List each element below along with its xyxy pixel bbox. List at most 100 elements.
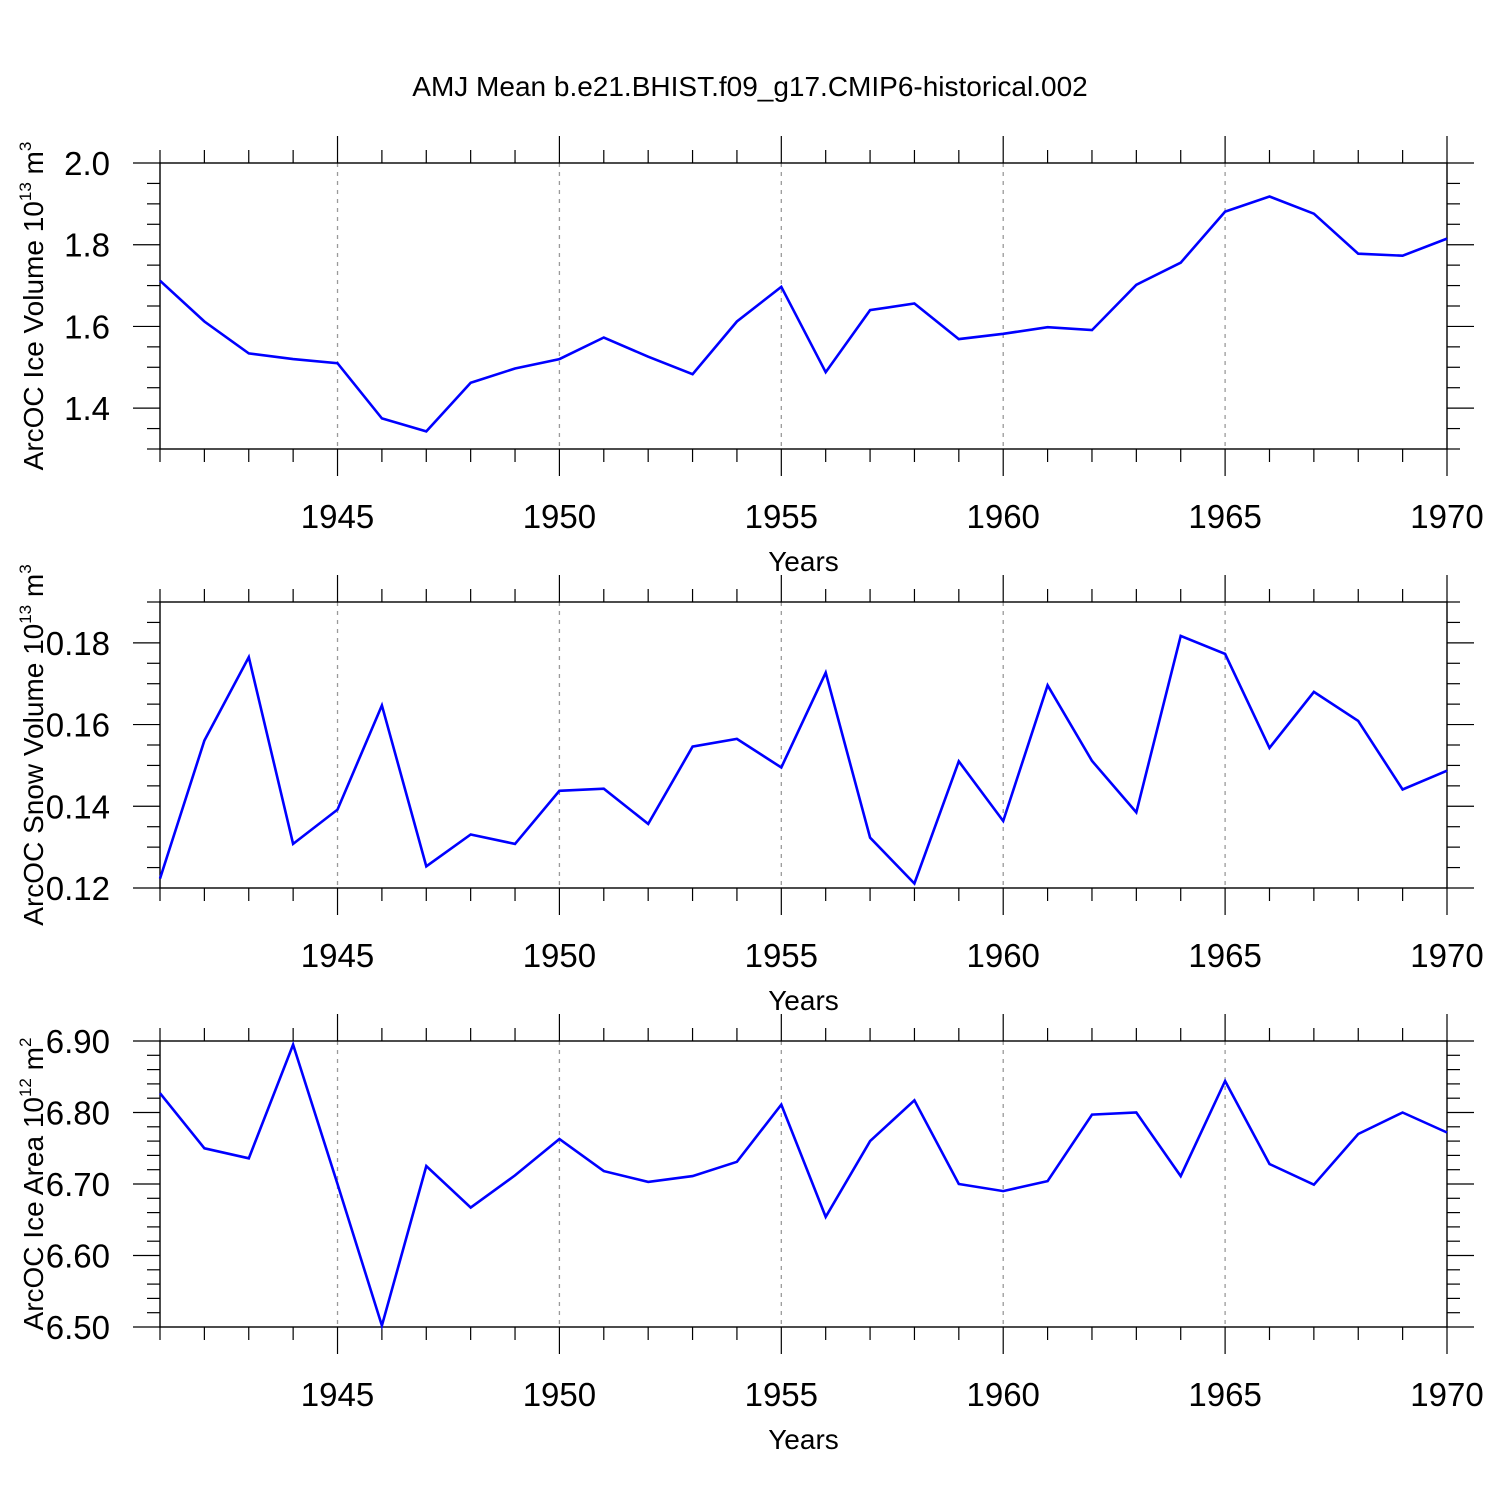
y-tick-label: 1.4 bbox=[64, 390, 110, 427]
data-point bbox=[1045, 683, 1050, 688]
y-axis-label-exponent: 13 bbox=[16, 182, 35, 201]
chart-title: AMJ Mean b.e21.BHIST.f09_g17.CMIP6-histo… bbox=[412, 71, 1087, 102]
data-point bbox=[379, 703, 384, 708]
data-point bbox=[734, 736, 739, 741]
y-axis-label: ArcOC Snow Volume 1013 m3 bbox=[16, 564, 49, 925]
data-point bbox=[779, 765, 784, 770]
data-point bbox=[734, 319, 739, 324]
x-tick-label: 1955 bbox=[745, 498, 818, 535]
data-point bbox=[1045, 325, 1050, 330]
data-point bbox=[1001, 818, 1006, 823]
y-tick-label: 6.90 bbox=[46, 1023, 110, 1060]
data-point bbox=[1223, 209, 1228, 214]
data-point bbox=[246, 351, 251, 356]
x-tick-label: 1960 bbox=[966, 498, 1039, 535]
y-axis-label-unit-exponent: 3 bbox=[16, 564, 35, 573]
data-point bbox=[424, 864, 429, 869]
data-point bbox=[601, 1169, 606, 1174]
y-axis-label-exponent: 12 bbox=[16, 1078, 35, 1097]
data-point bbox=[379, 416, 384, 421]
x-tick-label: 1970 bbox=[1410, 498, 1483, 535]
data-point bbox=[601, 335, 606, 340]
data-point bbox=[158, 278, 163, 283]
data-point bbox=[690, 744, 695, 749]
y-axis-label: ArcOC Ice Volume 1013 m3 bbox=[16, 142, 49, 471]
data-point bbox=[468, 380, 473, 385]
data-point bbox=[158, 876, 163, 881]
x-axis-label: Years bbox=[768, 1424, 839, 1455]
data-point bbox=[823, 1214, 828, 1219]
y-axis-label-text: ArcOC Ice Volume 10 bbox=[18, 201, 49, 470]
x-tick-label: 1945 bbox=[301, 937, 374, 974]
data-point bbox=[690, 372, 695, 377]
data-point bbox=[956, 759, 961, 764]
data-point bbox=[1178, 633, 1183, 638]
data-point bbox=[1445, 236, 1450, 241]
data-point bbox=[1311, 1182, 1316, 1187]
data-point bbox=[557, 788, 562, 793]
data-point bbox=[1400, 253, 1405, 258]
data-point bbox=[956, 1182, 961, 1187]
data-point bbox=[246, 655, 251, 660]
x-tick-label: 1955 bbox=[745, 937, 818, 974]
y-axis-label-text: ArcOC Ice Area 10 bbox=[18, 1097, 49, 1330]
data-point bbox=[1356, 718, 1361, 723]
data-point bbox=[1134, 1110, 1139, 1115]
y-tick-label: 6.80 bbox=[46, 1095, 110, 1132]
data-point bbox=[335, 1182, 340, 1187]
data-point bbox=[202, 738, 207, 743]
y-tick-label: 1.6 bbox=[64, 308, 110, 345]
y-tick-label: 0.18 bbox=[46, 625, 110, 662]
data-point bbox=[379, 1323, 384, 1328]
y-tick-label: 6.60 bbox=[46, 1238, 110, 1275]
data-point bbox=[779, 284, 784, 289]
data-point bbox=[912, 881, 917, 886]
data-point bbox=[557, 357, 562, 362]
plot-frame bbox=[159, 601, 1448, 889]
data-point bbox=[1267, 194, 1272, 199]
data-point bbox=[1089, 758, 1094, 763]
data-point bbox=[1001, 331, 1006, 336]
data-point bbox=[912, 1098, 917, 1103]
x-tick-label: 1945 bbox=[301, 498, 374, 535]
y-axis-label-exponent: 13 bbox=[16, 605, 35, 624]
data-point bbox=[424, 429, 429, 434]
y-axis-label-unit-exponent: 2 bbox=[16, 1038, 35, 1047]
data-point bbox=[1356, 251, 1361, 256]
data-point bbox=[202, 1146, 207, 1151]
data-point bbox=[1445, 1130, 1450, 1135]
series-line-ice-volume bbox=[159, 195, 1448, 433]
y-tick-label: 0.14 bbox=[46, 788, 110, 825]
x-tick-label: 1960 bbox=[966, 1376, 1039, 1413]
data-point bbox=[1089, 328, 1094, 333]
data-point bbox=[1311, 211, 1316, 216]
y-axis-label-unit: m bbox=[18, 151, 49, 182]
x-axis-label: Years bbox=[768, 546, 839, 577]
y-tick-label: 6.50 bbox=[46, 1309, 110, 1346]
y-tick-label: 2.0 bbox=[64, 145, 110, 182]
data-point bbox=[868, 835, 873, 840]
x-tick-label: 1970 bbox=[1410, 1376, 1483, 1413]
data-point bbox=[646, 1179, 651, 1184]
data-point bbox=[601, 786, 606, 791]
plot-frame bbox=[159, 162, 1448, 450]
data-point bbox=[956, 337, 961, 342]
data-point bbox=[424, 1164, 429, 1169]
data-point bbox=[1445, 768, 1450, 773]
data-point bbox=[779, 1102, 784, 1107]
series-line-ice-area bbox=[158, 1040, 1448, 1331]
data-point bbox=[202, 319, 207, 324]
data-point bbox=[912, 301, 917, 306]
y-tick-label: 0.16 bbox=[46, 707, 110, 744]
data-point bbox=[335, 807, 340, 812]
y-axis-label-unit: m bbox=[18, 1047, 49, 1078]
data-point bbox=[246, 1156, 251, 1161]
y-tick-label: 1.8 bbox=[64, 227, 110, 264]
data-point bbox=[335, 361, 340, 366]
data-point bbox=[823, 370, 828, 375]
data-point bbox=[1089, 1112, 1094, 1117]
data-point bbox=[513, 841, 518, 846]
data-point bbox=[1400, 1110, 1405, 1115]
x-tick-label: 1950 bbox=[523, 937, 596, 974]
data-point bbox=[868, 308, 873, 313]
